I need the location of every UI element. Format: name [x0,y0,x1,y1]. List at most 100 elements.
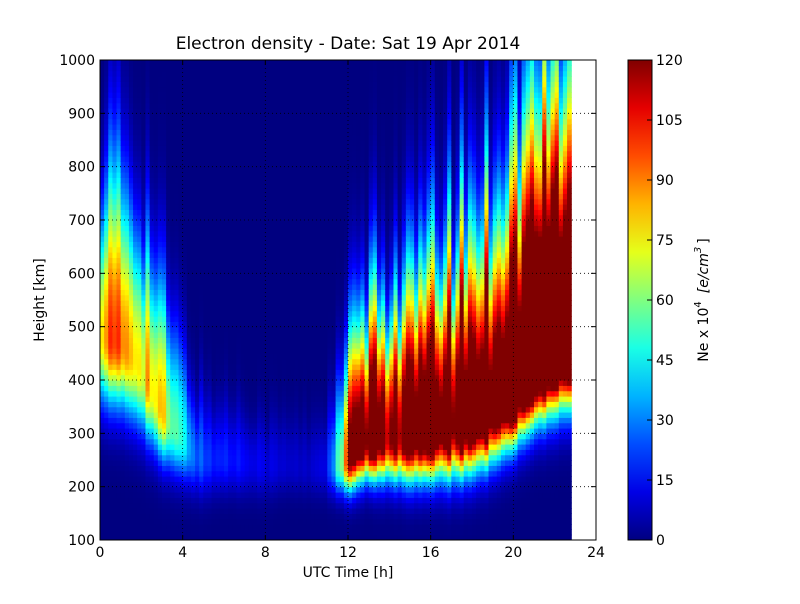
heatmap-cell [104,326,109,333]
heatmap-cell [219,182,225,189]
heatmap-cell [310,124,316,130]
heatmap-cell [116,257,122,264]
heatmap-cell [137,518,142,525]
heatmap-cell [203,150,209,157]
heatmap-cell [261,289,266,296]
heatmap-cell [252,209,258,216]
heatmap-cell [281,60,287,66]
heatmap-cell [314,204,320,210]
heatmap-cell [319,97,324,104]
heatmap-cell [120,92,126,98]
heatmap-cell [228,454,233,461]
heatmap-cell [207,193,213,200]
heatmap-cell [124,252,130,258]
heatmap-cell [186,518,192,525]
heatmap-cell [116,385,122,392]
heatmap-cell [252,198,258,205]
heatmap-cell [310,81,316,88]
heatmap-cell [269,289,275,296]
heatmap-cell [153,70,159,77]
heatmap-cell [133,444,138,450]
heatmap-cell [162,252,167,258]
heatmap-cell [232,225,237,232]
heatmap-cell [128,273,134,280]
heatmap-cell [112,182,118,189]
heatmap-cell [182,86,188,93]
heatmap-cell [149,385,155,392]
heatmap-cell [265,81,271,88]
heatmap-cell [232,268,237,274]
heatmap-cell [228,326,233,333]
heatmap-cell [199,433,204,440]
heatmap-cell [182,262,188,269]
heatmap-cell [199,124,204,130]
heatmap-cell [215,316,221,322]
heatmap-cell [310,529,316,536]
heatmap-cell [219,385,225,392]
heatmap-cell [228,204,233,210]
heatmap-cell [128,316,134,322]
heatmap-cell [232,390,237,397]
heatmap-cell [294,476,299,482]
heatmap-cell [298,145,304,152]
heatmap-cell [248,332,254,338]
heatmap-cell [319,524,324,530]
heatmap-cell [145,305,151,312]
heatmap-cell [286,476,291,482]
heatmap-cell [298,129,304,136]
heatmap-cell [323,369,328,376]
heatmap-cell [182,124,188,130]
heatmap-cell [190,412,196,418]
heatmap-cell [157,225,163,232]
heatmap-cell [162,230,167,237]
heatmap-cell [236,497,242,504]
heatmap-cell [277,300,283,306]
heatmap-cell [294,161,299,168]
heatmap-cell [124,486,130,493]
heatmap-cell [236,364,242,370]
heatmap-cell [240,65,246,72]
heatmap-cell [128,209,134,216]
heatmap-cell [252,268,258,274]
heatmap-cell [248,513,254,520]
heatmap-cell [257,124,262,130]
heatmap-cell [314,465,320,472]
heatmap-cell [137,374,142,381]
heatmap-cell [157,481,163,488]
heatmap-cell [232,348,237,354]
heatmap-cell [232,236,237,242]
heatmap-cell [149,380,155,386]
heatmap-cell [174,433,180,440]
heatmap-cell [294,396,299,402]
heatmap-cell [310,337,316,344]
heatmap-cell [248,342,254,349]
heatmap-cell [116,433,122,440]
heatmap-cell [314,214,320,221]
heatmap-cell [104,428,109,434]
heatmap-cell [120,337,126,344]
heatmap-cell [306,518,312,525]
heatmap-cell [174,337,180,344]
heatmap-cell [244,470,250,477]
heatmap-cell [215,529,221,536]
heatmap-cell [310,422,316,429]
heatmap-cell [215,300,221,306]
heatmap-cell [190,342,196,349]
heatmap-cell [236,321,242,328]
heatmap-cell [273,454,279,461]
heatmap-cell [236,150,242,157]
heatmap-cell [265,369,271,376]
heatmap-cell [157,444,163,450]
heatmap-cell [190,481,196,488]
heatmap-cell [302,337,308,344]
heatmap-cell [269,337,275,344]
heatmap-cell [232,108,237,114]
heatmap-cell [306,161,312,168]
heatmap-cell [207,422,213,429]
heatmap-cell [149,166,155,173]
heatmap-cell [162,76,167,82]
heatmap-cell [182,140,188,146]
heatmap-cell [302,257,308,264]
heatmap-cell [248,374,254,381]
heatmap-cell [100,492,105,498]
